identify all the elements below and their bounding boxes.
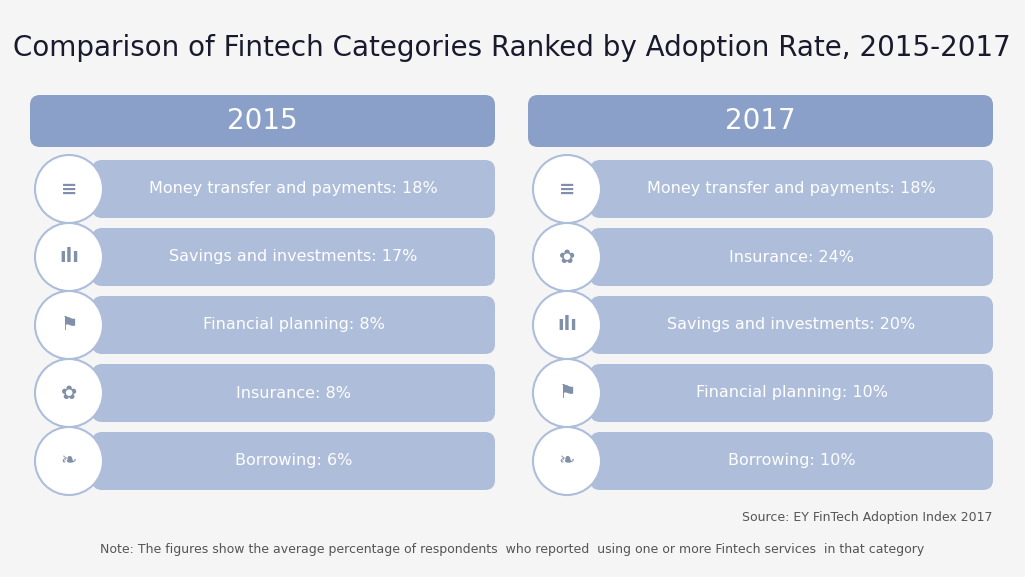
Circle shape xyxy=(35,155,102,223)
Circle shape xyxy=(35,223,102,291)
Text: Borrowing: 10%: Borrowing: 10% xyxy=(728,454,855,469)
Text: Financial planning: 10%: Financial planning: 10% xyxy=(696,385,888,400)
Text: Borrowing: 6%: Borrowing: 6% xyxy=(235,454,353,469)
Circle shape xyxy=(35,359,102,427)
Circle shape xyxy=(533,359,601,427)
Circle shape xyxy=(533,291,601,359)
FancyBboxPatch shape xyxy=(92,160,495,218)
Circle shape xyxy=(35,291,102,359)
FancyBboxPatch shape xyxy=(590,296,993,354)
Text: Source: EY FinTech Adoption Index 2017: Source: EY FinTech Adoption Index 2017 xyxy=(742,511,993,524)
Text: Insurance: 24%: Insurance: 24% xyxy=(729,249,854,264)
Text: Comparison of Fintech Categories Ranked by Adoption Rate, 2015-2017: Comparison of Fintech Categories Ranked … xyxy=(13,34,1011,62)
Text: ⚑: ⚑ xyxy=(60,316,78,335)
FancyBboxPatch shape xyxy=(92,432,495,490)
FancyBboxPatch shape xyxy=(92,228,495,286)
Text: Money transfer and payments: 18%: Money transfer and payments: 18% xyxy=(647,182,936,197)
Text: ≡: ≡ xyxy=(60,179,77,198)
Text: ❧: ❧ xyxy=(559,451,575,470)
Text: ılı: ılı xyxy=(59,248,79,267)
Text: ✿: ✿ xyxy=(559,248,575,267)
Text: Savings and investments: 17%: Savings and investments: 17% xyxy=(169,249,418,264)
Text: 2017: 2017 xyxy=(726,107,795,135)
FancyBboxPatch shape xyxy=(528,95,993,147)
Circle shape xyxy=(533,223,601,291)
FancyBboxPatch shape xyxy=(590,432,993,490)
Circle shape xyxy=(533,155,601,223)
Text: 2015: 2015 xyxy=(228,107,298,135)
Text: ⚑: ⚑ xyxy=(559,384,576,403)
Text: ✿: ✿ xyxy=(60,384,77,403)
FancyBboxPatch shape xyxy=(30,95,495,147)
Text: Savings and investments: 20%: Savings and investments: 20% xyxy=(667,317,915,332)
Circle shape xyxy=(533,427,601,495)
Text: ❧: ❧ xyxy=(60,451,77,470)
Text: Note: The figures show the average percentage of respondents  who reported  usin: Note: The figures show the average perce… xyxy=(99,544,925,556)
FancyBboxPatch shape xyxy=(590,364,993,422)
Text: ≡: ≡ xyxy=(559,179,575,198)
FancyBboxPatch shape xyxy=(590,228,993,286)
Circle shape xyxy=(35,427,102,495)
Text: Financial planning: 8%: Financial planning: 8% xyxy=(203,317,384,332)
Text: Insurance: 8%: Insurance: 8% xyxy=(236,385,351,400)
Text: Money transfer and payments: 18%: Money transfer and payments: 18% xyxy=(149,182,438,197)
FancyBboxPatch shape xyxy=(590,160,993,218)
Text: ılı: ılı xyxy=(557,316,577,335)
FancyBboxPatch shape xyxy=(92,296,495,354)
FancyBboxPatch shape xyxy=(92,364,495,422)
